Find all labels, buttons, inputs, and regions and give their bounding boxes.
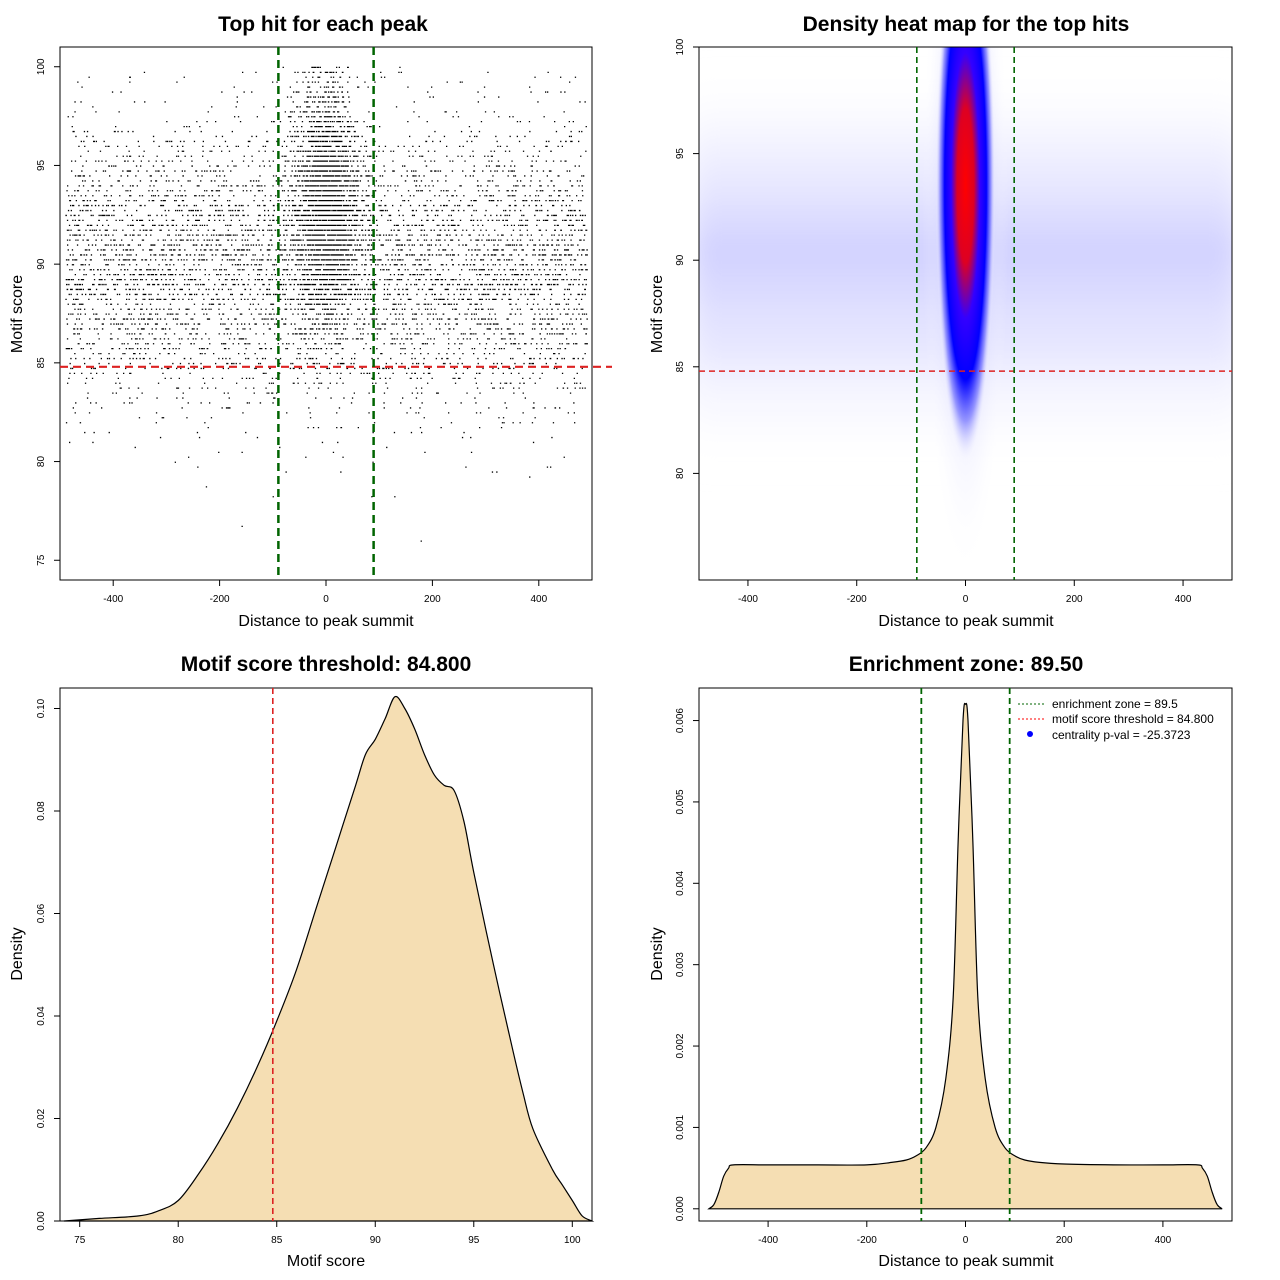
y-tick-label: 0.10 [36, 698, 47, 718]
y-tick-label: 0.005 [675, 789, 686, 814]
legend-entry-threshold: motif score threshold = 84.800 [1052, 712, 1214, 726]
y-tick-label: 95 [36, 159, 47, 171]
x-tick-label: 0 [963, 594, 969, 605]
x-tick-label: 100 [564, 1235, 581, 1246]
score-density-panel: 75 80 85 90 95 100 0.00 0.02 0.04 0.06 0.08 0.10 M… [9, 653, 595, 1270]
x-tick-label: -200 [210, 594, 230, 605]
chart-title: Density heat map for the top hits [803, 13, 1130, 36]
heatmap-panel: -400 -200 0 200 400 80 85 90 95 100 Density heat… [649, 13, 1233, 630]
x-tick-label: 90 [370, 1235, 382, 1246]
x-tick-label: 85 [271, 1235, 283, 1246]
y-tick-label: 85 [36, 357, 47, 369]
legend-entry-pval: centrality p-val = -25.3723 [1052, 728, 1191, 742]
chart-title: Top hit for each peak [218, 13, 428, 36]
x-tick-label: 80 [173, 1235, 185, 1246]
x-tick-label: -400 [758, 1235, 778, 1246]
y-tick-label: 0.06 [36, 903, 47, 923]
y-tick-label: 100 [36, 58, 47, 75]
y-tick-label: 75 [36, 554, 47, 566]
x-tick-label: -400 [738, 594, 758, 605]
x-axis-label: Motif score [287, 1253, 365, 1270]
reference-lines [60, 47, 612, 580]
x-tick-label: 400 [530, 594, 547, 605]
y-axis-ticks: 75 80 85 90 95 100 [36, 58, 60, 566]
y-axis-label: Motif score [649, 275, 666, 353]
y-tick-label: 0.003 [675, 952, 686, 977]
x-tick-label: 200 [1056, 1235, 1073, 1246]
density-area [63, 695, 595, 1222]
y-axis-label: Density [649, 927, 666, 980]
distance-density-panel: -400 -200 0 200 400 0.0000.0010.0020.0030.00… [649, 653, 1233, 1270]
x-axis-ticks: -400 -200 0 200 400 [103, 580, 548, 605]
y-tick-label: 0.001 [675, 1114, 686, 1139]
x-tick-label: 95 [468, 1235, 480, 1246]
legend-swatch-pval [1027, 731, 1033, 737]
x-tick-label: 400 [1175, 594, 1192, 605]
x-axis-ticks: -400 -200 0 200 400 [738, 580, 1192, 605]
x-tick-label: -400 [103, 594, 123, 605]
y-tick-label: 80 [675, 467, 686, 479]
y-tick-label: 0.08 [36, 801, 47, 821]
y-tick-label: 90 [675, 254, 686, 266]
scatter-panel: -400 -200 0 200 400 75 80 85 90 95 100 Top hit fo… [9, 13, 612, 630]
chart-title: Enrichment zone: 89.50 [849, 653, 1084, 676]
y-tick-label: 0.00 [36, 1211, 47, 1231]
x-tick-label: 400 [1155, 1235, 1172, 1246]
scatter-points [65, 66, 588, 542]
y-axis-label: Density [9, 927, 26, 980]
reference-lines [699, 47, 1232, 580]
x-axis-ticks: -400 -200 0 200 400 [758, 1221, 1172, 1246]
x-tick-label: -200 [857, 1235, 877, 1246]
density-area [707, 702, 1223, 1210]
y-tick-label: 100 [675, 38, 686, 55]
x-axis-ticks: 75 80 85 90 95 100 [74, 1221, 581, 1246]
y-tick-label: 0.02 [36, 1108, 47, 1128]
y-tick-label: 0.04 [36, 1006, 47, 1026]
y-axis-ticks: 0.00 0.02 0.04 0.06 0.08 0.10 [36, 698, 60, 1231]
y-tick-label: 95 [675, 148, 686, 160]
x-tick-label: 0 [963, 1235, 969, 1246]
x-axis-label: Distance to peak summit [878, 1253, 1054, 1270]
heatmap-surface [699, 47, 1232, 580]
x-tick-label: 0 [323, 594, 329, 605]
x-tick-label: 75 [74, 1235, 86, 1246]
legend-entry-zone: enrichment zone = 89.5 [1052, 697, 1178, 711]
y-axis-ticks: 0.000 0.001 0.002 0.003 0.004 0.005 0.006 [675, 708, 699, 1221]
reference-lines [920, 688, 1011, 1221]
y-tick-label: 0.004 [675, 870, 686, 895]
x-tick-label: -200 [847, 594, 867, 605]
x-axis-label: Distance to peak summit [238, 613, 414, 630]
x-tick-label: 200 [1066, 594, 1083, 605]
y-tick-label: 85 [675, 361, 686, 373]
heatmap-hotspot [935, 47, 996, 463]
x-tick-label: 200 [424, 594, 441, 605]
y-tick-label: 90 [36, 258, 47, 270]
y-axis-ticks: 80 85 90 95 100 [675, 38, 699, 479]
y-tick-label: 80 [36, 456, 47, 468]
chart-title: Motif score threshold: 84.800 [181, 653, 472, 676]
x-axis-label: Distance to peak summit [878, 613, 1054, 630]
legend: enrichment zone = 89.5 motif score thres… [1018, 697, 1214, 742]
scatter-point-cloud [65, 66, 588, 542]
y-tick-label: 0.000 [675, 1196, 686, 1221]
y-tick-label: 0.006 [675, 708, 686, 733]
y-tick-label: 0.002 [675, 1033, 686, 1058]
y-axis-label: Motif score [9, 275, 26, 353]
